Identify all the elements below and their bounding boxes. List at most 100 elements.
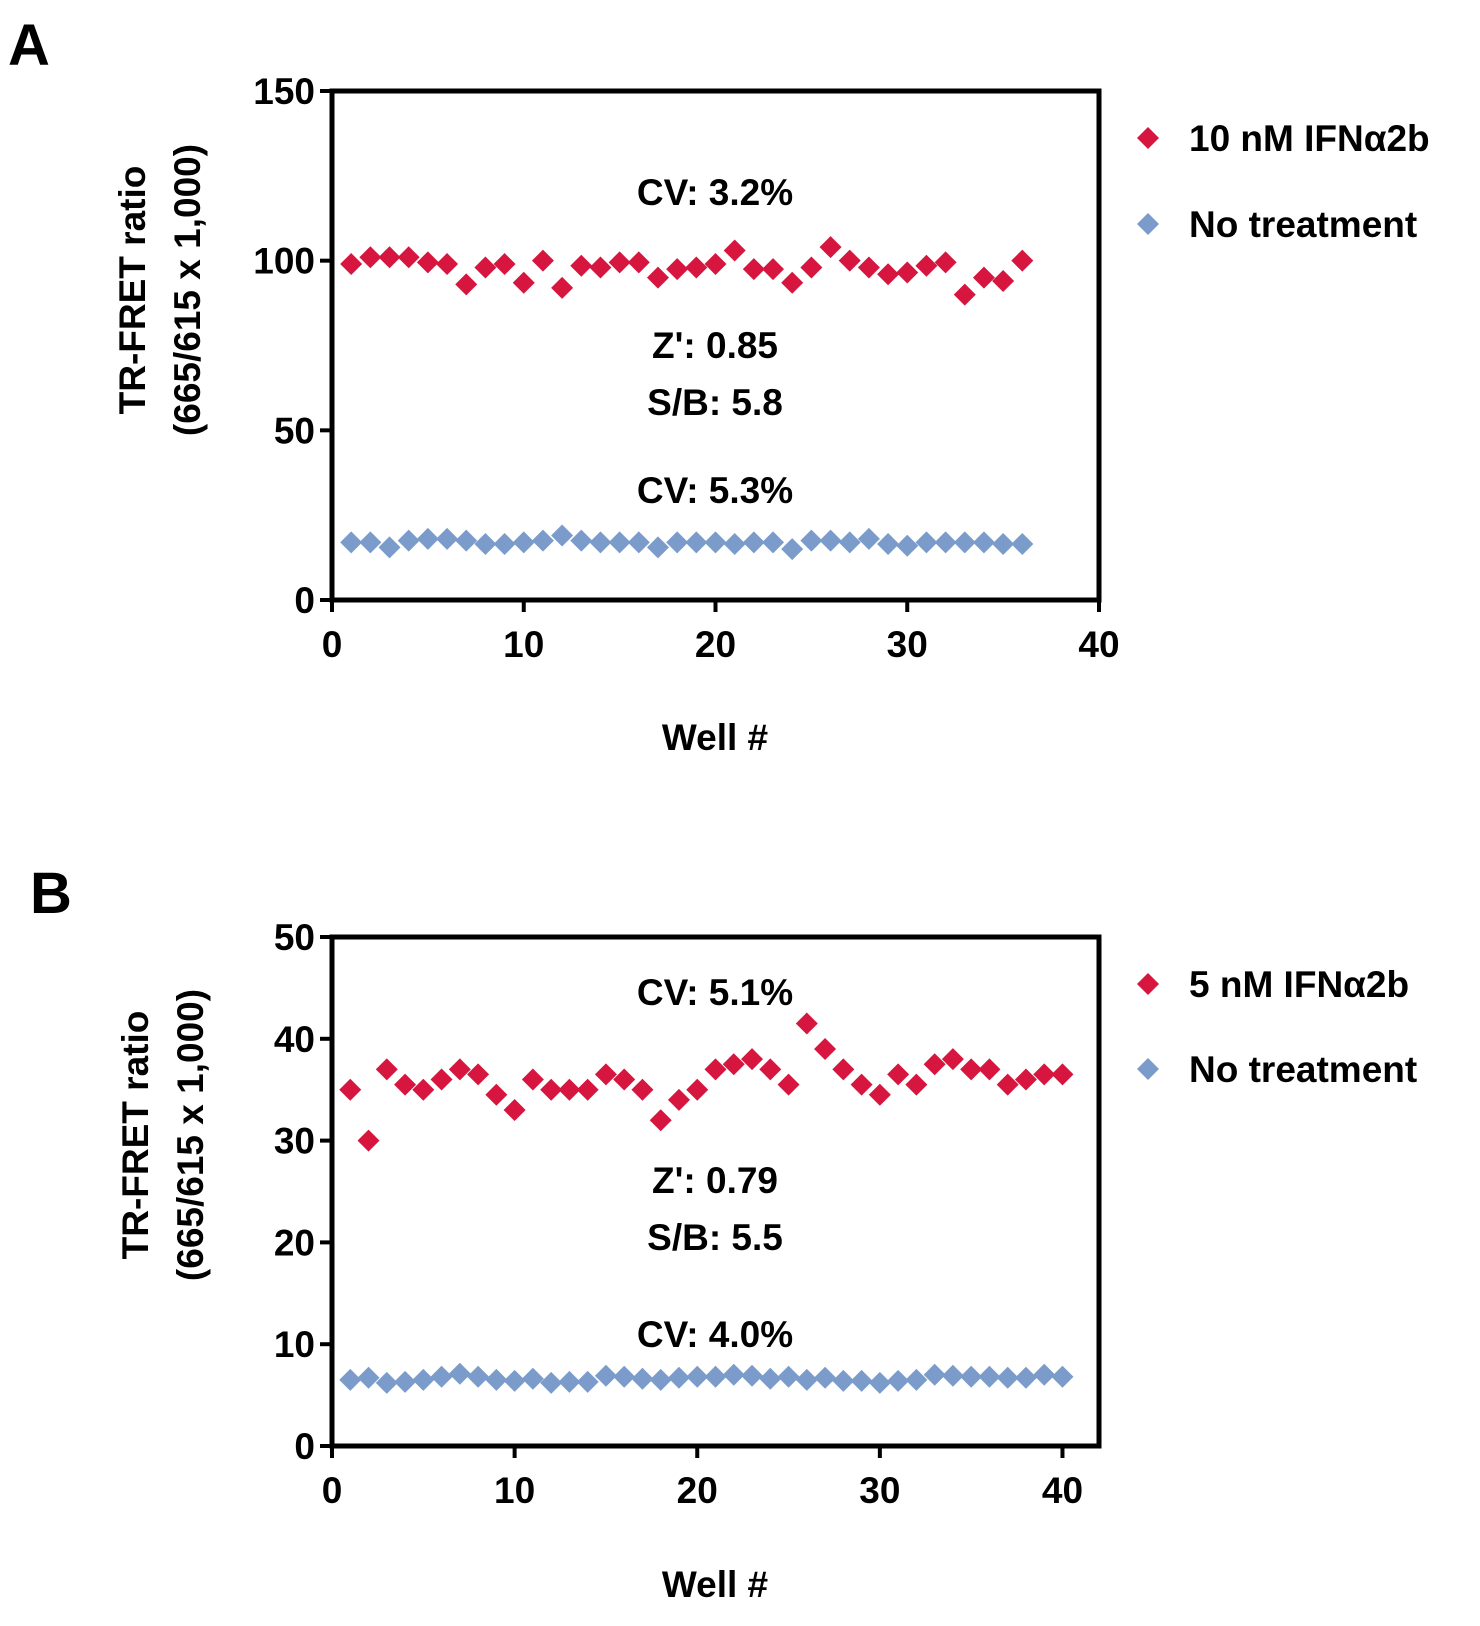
panel-b-series-0-point-9	[485, 1083, 508, 1106]
panel-b-series-0-point-15	[594, 1063, 617, 1086]
panel-a-signal-to-background: S/B: 5.8	[647, 382, 783, 423]
panel-b-series-0-point-17	[631, 1078, 654, 1101]
panel-a-series-0-point-27	[838, 249, 861, 272]
panel-a-legend-item-untreated: No treatment	[1137, 204, 1417, 245]
panel-b-legend-item-treated: 5 nM IFNα2b	[1137, 964, 1409, 1005]
panel-a-series-0-point-7	[455, 273, 478, 296]
panel-b-series-0-point-24	[759, 1058, 782, 1081]
panel-a-legend-marker-untreated	[1137, 213, 1159, 235]
panel-b-series-1-point-23	[741, 1364, 764, 1387]
panel-a-series-1-point-22	[742, 531, 765, 554]
panel-b-legend-label-untreated: No treatment	[1189, 1049, 1417, 1090]
panel-a-series-1-point-23	[762, 531, 785, 554]
panel-a-z-prime: Z': 0.85	[652, 325, 778, 366]
panel-b-x-tick-label-10: 10	[494, 1470, 535, 1511]
panel-b-x-tick-label-0: 0	[322, 1470, 343, 1511]
panel-a-series-0-point-16	[627, 251, 650, 274]
panel-b-series-0-point-22	[722, 1053, 745, 1076]
panel-b-legend-marker-untreated	[1137, 1058, 1159, 1080]
panel-b-series-1-point-14	[576, 1370, 599, 1393]
panel-b-series-1-point-25	[777, 1365, 800, 1388]
panel-b-series-1-point-16	[613, 1365, 636, 1388]
panel-b-series-1-point-29	[850, 1369, 873, 1392]
panel-a-series-0-point-34	[972, 266, 995, 289]
panel-b-series-0-point-40	[1051, 1063, 1074, 1086]
panel-b-series-0-point-11	[521, 1068, 544, 1091]
panel-a-series-0-point-21	[723, 239, 746, 262]
panel-a-series-1-point-32	[934, 531, 957, 554]
panel-b-series-1-point-8	[467, 1365, 490, 1388]
panel-b-series-1-point-1	[339, 1368, 362, 1391]
panel-a-series-1-point-8	[474, 533, 497, 556]
panel-a-series-1-point-10	[512, 531, 535, 554]
panel-b-z-prime: Z': 0.79	[652, 1160, 778, 1201]
panel-b-legend-marker-treated	[1137, 973, 1159, 995]
panel-b-series-1-point-3	[375, 1371, 398, 1394]
panel-b-series-1-point-2	[357, 1366, 380, 1389]
panel-b-series-1-point-32	[905, 1368, 928, 1391]
panel-b-series-1-point-31	[887, 1369, 910, 1392]
panel-a-series-1-point-25	[800, 529, 823, 552]
panel-a-series-1-point-16	[627, 531, 650, 554]
panel-a-legend: 10 nM IFNα2b No treatment	[1137, 118, 1430, 245]
panel-b-y-tick-label-50: 50	[274, 917, 315, 958]
panel-b-marks	[339, 1012, 1074, 1394]
panel-b-series-1-point-38	[1014, 1366, 1037, 1389]
panel-b-ticks: 0 10 20 30 40 0 10 20 30 40 50	[274, 917, 1083, 1511]
panel-b-series-0-point-10	[503, 1099, 526, 1122]
panel-a-series-0-point-15	[608, 251, 631, 274]
panel-a-series-1-point-1	[340, 531, 363, 554]
panel-b-series-0-point-30	[868, 1083, 891, 1106]
panel-a-series-0-point-26	[819, 236, 842, 259]
panel-a-series-0-point-9	[493, 253, 516, 276]
panel-b-series-0-point-16	[613, 1068, 636, 1091]
panel-b-series-1-point-13	[558, 1370, 581, 1393]
panel-b-series-0-point-21	[704, 1058, 727, 1081]
panel-a-series-0-point-23	[762, 258, 785, 281]
panel-b-series-0-point-38	[1014, 1068, 1037, 1091]
panel-a-series-0-point-1	[340, 253, 363, 276]
panel-a-xlabel: Well #	[662, 717, 768, 758]
panel-b-series-1-point-11	[521, 1367, 544, 1390]
panel-a-y-tick-label-0: 0	[294, 580, 315, 621]
panel-b-series-1-point-27	[814, 1366, 837, 1389]
panel-a-series-0-point-11	[531, 249, 554, 272]
panel-a-series-1-point-13	[570, 529, 593, 552]
panel-b-series-0-point-27	[814, 1037, 837, 1060]
panel-a-label: A	[8, 13, 50, 78]
panel-b-series-1-point-37	[996, 1366, 1019, 1389]
panel-b-series-0-point-26	[795, 1012, 818, 1035]
panel-b-series-0-point-39	[1033, 1063, 1056, 1086]
panel-a-series-0-point-24	[781, 271, 804, 294]
panel-a-treated-cv: CV: 3.2%	[637, 172, 793, 213]
panel-b-x-tick-label-40: 40	[1042, 1470, 1083, 1511]
panel-b-series-0-point-29	[850, 1073, 873, 1096]
panel-a-series-1-point-18	[666, 531, 689, 554]
panel-b-series-0-point-6	[430, 1068, 453, 1091]
panel-b-series-0-point-7	[448, 1058, 471, 1081]
panel-a-series-1-point-11	[531, 529, 554, 552]
panel-a-series-1-point-29	[877, 533, 900, 556]
panel-b-series-1-point-7	[448, 1362, 471, 1385]
panel-a-series-0-point-22	[742, 258, 765, 281]
panel-a-series-1-point-28	[857, 527, 880, 550]
panel-b-series-0-point-5	[412, 1078, 435, 1101]
panel-b-series-0-point-8	[467, 1063, 490, 1086]
panel-a-series-0-point-36	[1011, 249, 1034, 272]
panel-a-series-1-point-15	[608, 531, 631, 554]
panel-a-series-0-point-6	[436, 253, 459, 276]
panel-b-series-0-point-2	[357, 1129, 380, 1152]
panel-b-series-1-point-10	[503, 1369, 526, 1392]
panel-b-ylabel: TR-FRET ratio	[115, 1011, 156, 1260]
panel-b-series-1-point-39	[1033, 1363, 1056, 1386]
panel-b-series-0-point-18	[649, 1109, 672, 1132]
panel-b: B TR-FRET ratio (665/615 x 1,000) 0 10 20 3…	[30, 861, 1417, 1605]
panel-a-x-tick-label-20: 20	[695, 624, 736, 665]
panel-a-series-0-point-28	[857, 256, 880, 279]
panel-a-series-1-point-33	[953, 531, 976, 554]
panel-b-xlabel: Well #	[662, 1564, 768, 1605]
panel-b-series-0-point-32	[905, 1073, 928, 1096]
panel-b-series-1-point-35	[960, 1365, 983, 1388]
panel-b-series-0-point-14	[576, 1078, 599, 1101]
